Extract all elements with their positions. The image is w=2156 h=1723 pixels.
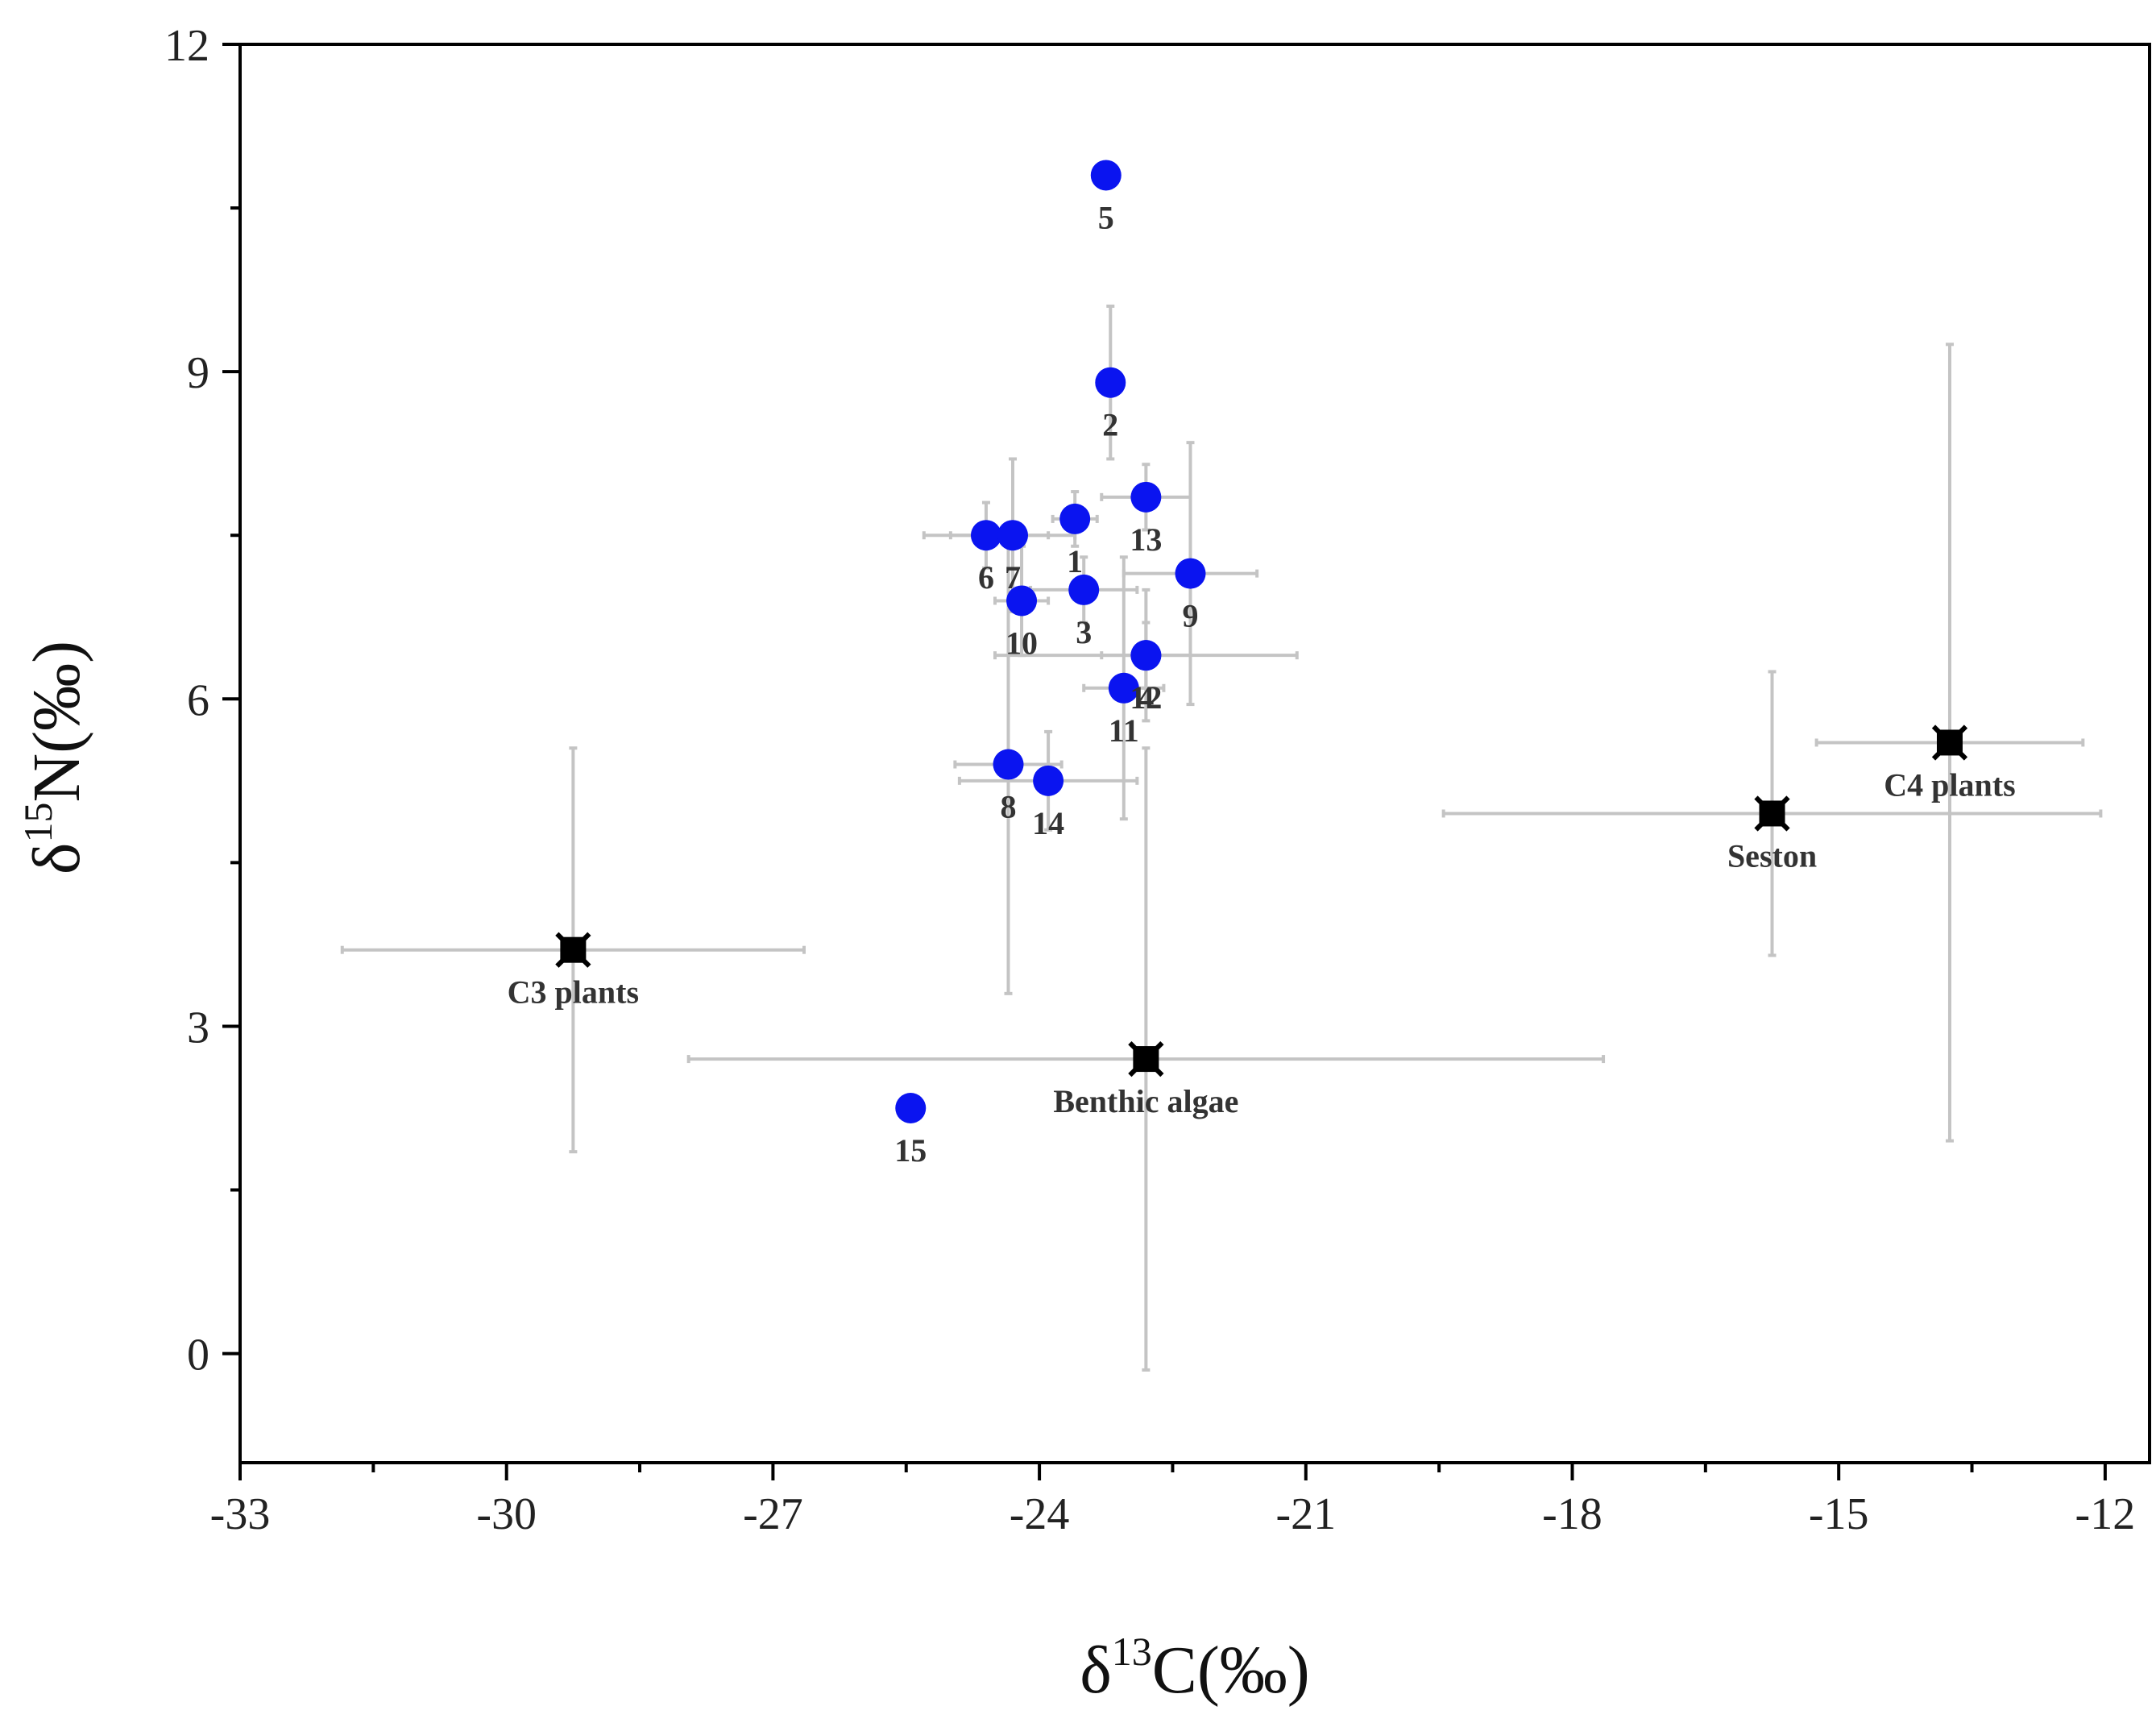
y-tick-label: 6	[187, 675, 209, 725]
consumer-point-6	[970, 520, 1001, 551]
consumer-point-15	[895, 1093, 927, 1123]
consumer-point-9	[1175, 558, 1206, 589]
consumer-point-7	[997, 520, 1029, 551]
x-tick-label: -33	[210, 1489, 271, 1539]
consumer-label-10: 10	[1005, 625, 1038, 661]
consumer-label-4: 4	[1138, 679, 1154, 716]
source-label-c4-plants: C4 plants	[1884, 766, 2015, 803]
consumer-point-10	[1006, 585, 1038, 617]
consumer-point-14	[1033, 765, 1064, 796]
source-point-c4-plants	[1931, 724, 1968, 761]
source-point-benthic-algae	[1128, 1040, 1164, 1077]
consumer-label-8: 8	[1001, 789, 1017, 825]
y-tick-label: 12	[164, 21, 209, 71]
consumer-label-14: 14	[1032, 805, 1064, 841]
consumer-point-1	[1059, 503, 1091, 534]
consumer-label-12: 12	[1130, 679, 1162, 716]
consumer-point-3	[1068, 574, 1100, 605]
consumer-label-2: 2	[1102, 407, 1118, 443]
y-axis-title: δ15N(‰)	[15, 641, 94, 874]
x-tick-label: -27	[743, 1489, 803, 1539]
x-tick-label: -30	[476, 1489, 537, 1539]
y-tick-label: 3	[187, 1003, 209, 1052]
consumer-point-8	[993, 749, 1024, 780]
consumer-label-6: 6	[978, 559, 994, 596]
source-label-c3-plants: C3 plants	[508, 974, 639, 1011]
x-axis-title: δ13C(‰)	[1080, 1629, 1310, 1708]
x-tick-label: -24	[1010, 1489, 1070, 1539]
source-label-seston: Seston	[1727, 837, 1817, 874]
consumer-point-13	[1130, 481, 1162, 513]
consumer-label-3: 3	[1076, 614, 1092, 650]
source-label-benthic-algae: Benthic algae	[1053, 1083, 1238, 1119]
x-tick-label: -21	[1275, 1489, 1336, 1539]
consumer-point-12	[1130, 640, 1162, 671]
data-markers	[555, 160, 1968, 1123]
consumer-point-2	[1095, 367, 1126, 398]
x-tick-label: -12	[2075, 1489, 2136, 1539]
y-tick-label: 9	[187, 348, 209, 398]
plot-frame	[238, 43, 2151, 1464]
x-tick-label: -18	[1542, 1489, 1602, 1539]
consumer-label-15: 15	[894, 1132, 927, 1169]
consumer-point-11	[1108, 672, 1139, 704]
consumer-label-7: 7	[1005, 559, 1021, 596]
source-point-seston	[1754, 795, 1790, 832]
consumer-label-13: 13	[1130, 521, 1162, 558]
consumer-label-5: 5	[1098, 199, 1114, 235]
consumer-label-1: 1	[1067, 543, 1083, 579]
source-point-c3-plants	[555, 932, 591, 968]
consumer-label-11: 11	[1109, 712, 1139, 749]
consumer-point-5	[1090, 160, 1122, 191]
x-tick-label: -15	[1809, 1489, 1869, 1539]
y-tick-label: 0	[187, 1331, 209, 1380]
consumer-label-9: 9	[1182, 598, 1198, 634]
